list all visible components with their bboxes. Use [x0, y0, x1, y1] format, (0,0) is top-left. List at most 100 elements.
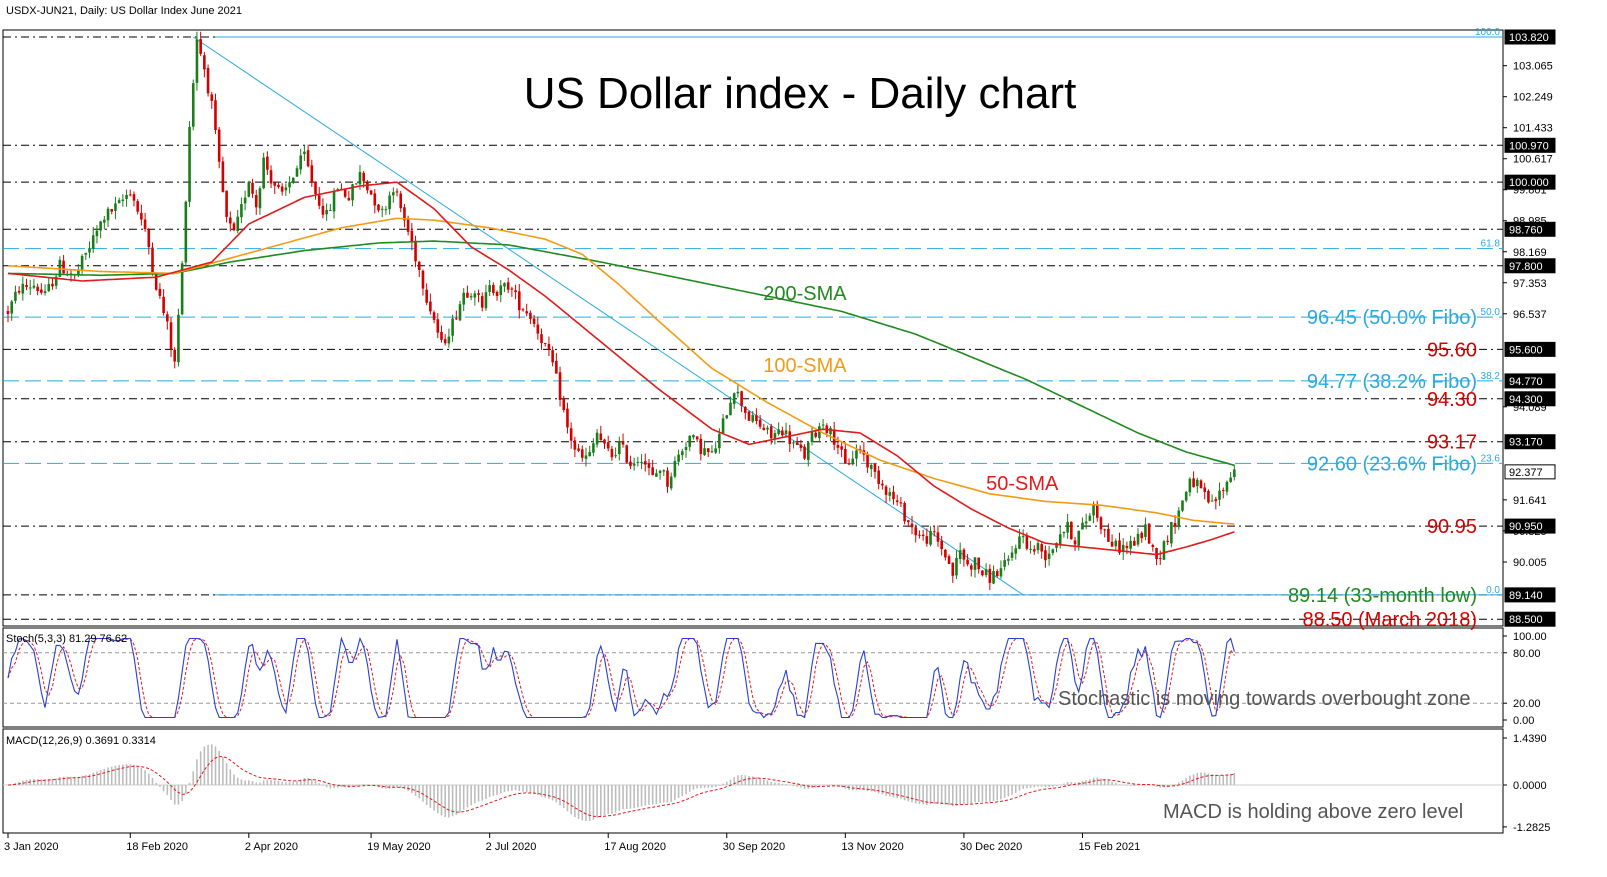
candle-body	[210, 94, 214, 101]
fibo-level-tag: 23.6	[1481, 453, 1501, 464]
candle-body	[462, 292, 466, 305]
candle-body	[1225, 481, 1229, 492]
candle-body	[1210, 500, 1214, 502]
price-tick-label: 103.065	[1513, 61, 1553, 73]
candle-body	[847, 463, 851, 465]
moving-averages: 200-SMA 100-SMA 50-SMA	[7, 181, 1235, 556]
candle-body	[1166, 540, 1169, 543]
candle-body	[314, 181, 317, 195]
candle-body	[636, 462, 640, 464]
candle-body	[832, 429, 836, 445]
candle-body	[655, 473, 658, 477]
candle-body	[110, 208, 114, 212]
candle-body	[806, 442, 810, 461]
macd-tick-label: -1.2825	[1513, 822, 1550, 834]
candle-body	[147, 229, 151, 248]
candle-body	[317, 195, 321, 206]
candle-body	[1121, 544, 1125, 553]
price-tag-box	[1504, 434, 1556, 450]
candle-body	[1196, 479, 1199, 487]
candle-body	[795, 442, 799, 445]
candle-body	[1188, 478, 1192, 493]
candle-body	[140, 212, 143, 220]
candle-body	[43, 291, 47, 294]
candle-body	[903, 502, 906, 522]
candle-body	[1184, 491, 1188, 501]
candle-body	[929, 530, 932, 545]
candle-body	[269, 170, 273, 184]
candle-body	[684, 446, 688, 451]
candle-body	[818, 426, 821, 439]
candle-body	[836, 444, 840, 448]
candle-body	[288, 182, 291, 188]
candle-body	[958, 550, 962, 560]
stoch-main-line	[7, 636, 1235, 719]
candle-body	[99, 221, 102, 231]
candle-body	[258, 188, 262, 209]
candle-body	[844, 448, 847, 464]
candle-body	[547, 344, 551, 350]
candle-body	[1229, 477, 1232, 482]
candle-body	[221, 161, 225, 192]
candle-body	[354, 183, 358, 185]
candle-body	[703, 448, 706, 456]
stoch-signal-line	[7, 637, 1235, 719]
fibo-level-tag: 61.8	[1481, 239, 1501, 250]
candle-body	[1129, 540, 1132, 549]
candle-body	[225, 190, 228, 217]
price-tag-box	[1504, 587, 1556, 603]
candle-body	[1103, 529, 1106, 531]
candle-body	[191, 83, 195, 127]
macd-signal-line	[7, 756, 1235, 817]
fibo-level-tag: 50.0	[1481, 307, 1501, 318]
candle-body	[773, 433, 777, 440]
candle-body	[988, 568, 992, 583]
candle-body	[1203, 487, 1207, 492]
price-tick-label: 101.433	[1513, 123, 1553, 135]
candle-body	[1192, 478, 1195, 488]
price-tick-label: 97.353	[1513, 278, 1547, 290]
candle-body	[732, 393, 736, 405]
time-tick-label: 30 Dec 2020	[960, 841, 1022, 853]
price-tag-label: 89.140	[1509, 590, 1543, 602]
stochastic-note: Stochastic is moving towards overbought …	[1058, 688, 1470, 710]
candle-body	[769, 426, 773, 439]
candle-body	[940, 540, 943, 550]
candle-body	[743, 406, 747, 413]
candle-body	[28, 287, 32, 289]
candle-body	[14, 291, 17, 301]
candle-body	[477, 293, 480, 295]
candle-body	[388, 195, 391, 210]
candle-body	[392, 192, 395, 196]
candle-body	[514, 290, 517, 293]
candle-body	[681, 451, 684, 456]
level-annotation: 90.95	[1427, 516, 1477, 538]
price-tick-label: 100.617	[1513, 154, 1553, 166]
candle-body	[995, 571, 999, 576]
candle-body	[254, 195, 258, 208]
candle-body	[973, 557, 977, 570]
candle-body	[1144, 524, 1147, 537]
candle-body	[981, 570, 984, 576]
candle-body	[840, 446, 843, 450]
candle-body	[962, 549, 966, 560]
pane-frame-1	[2, 627, 1504, 728]
price-tag-box	[1504, 611, 1556, 627]
candle-body	[195, 39, 199, 83]
candle-body	[669, 476, 673, 489]
level-annotation: 96.45 (50.0% Fibo)	[1307, 307, 1477, 329]
candle-body	[899, 502, 903, 504]
candle-body	[32, 285, 36, 288]
candle-body	[651, 467, 654, 476]
candle-body	[21, 283, 25, 294]
candle-body	[1207, 490, 1210, 503]
price-tag-label: 95.600	[1509, 344, 1543, 356]
candle-body	[473, 293, 477, 298]
candle-body	[510, 288, 514, 290]
candle-body	[718, 433, 721, 449]
candle-body	[291, 177, 295, 183]
candle-body	[781, 430, 784, 436]
candle-body	[932, 531, 936, 533]
candle-body	[566, 408, 569, 428]
